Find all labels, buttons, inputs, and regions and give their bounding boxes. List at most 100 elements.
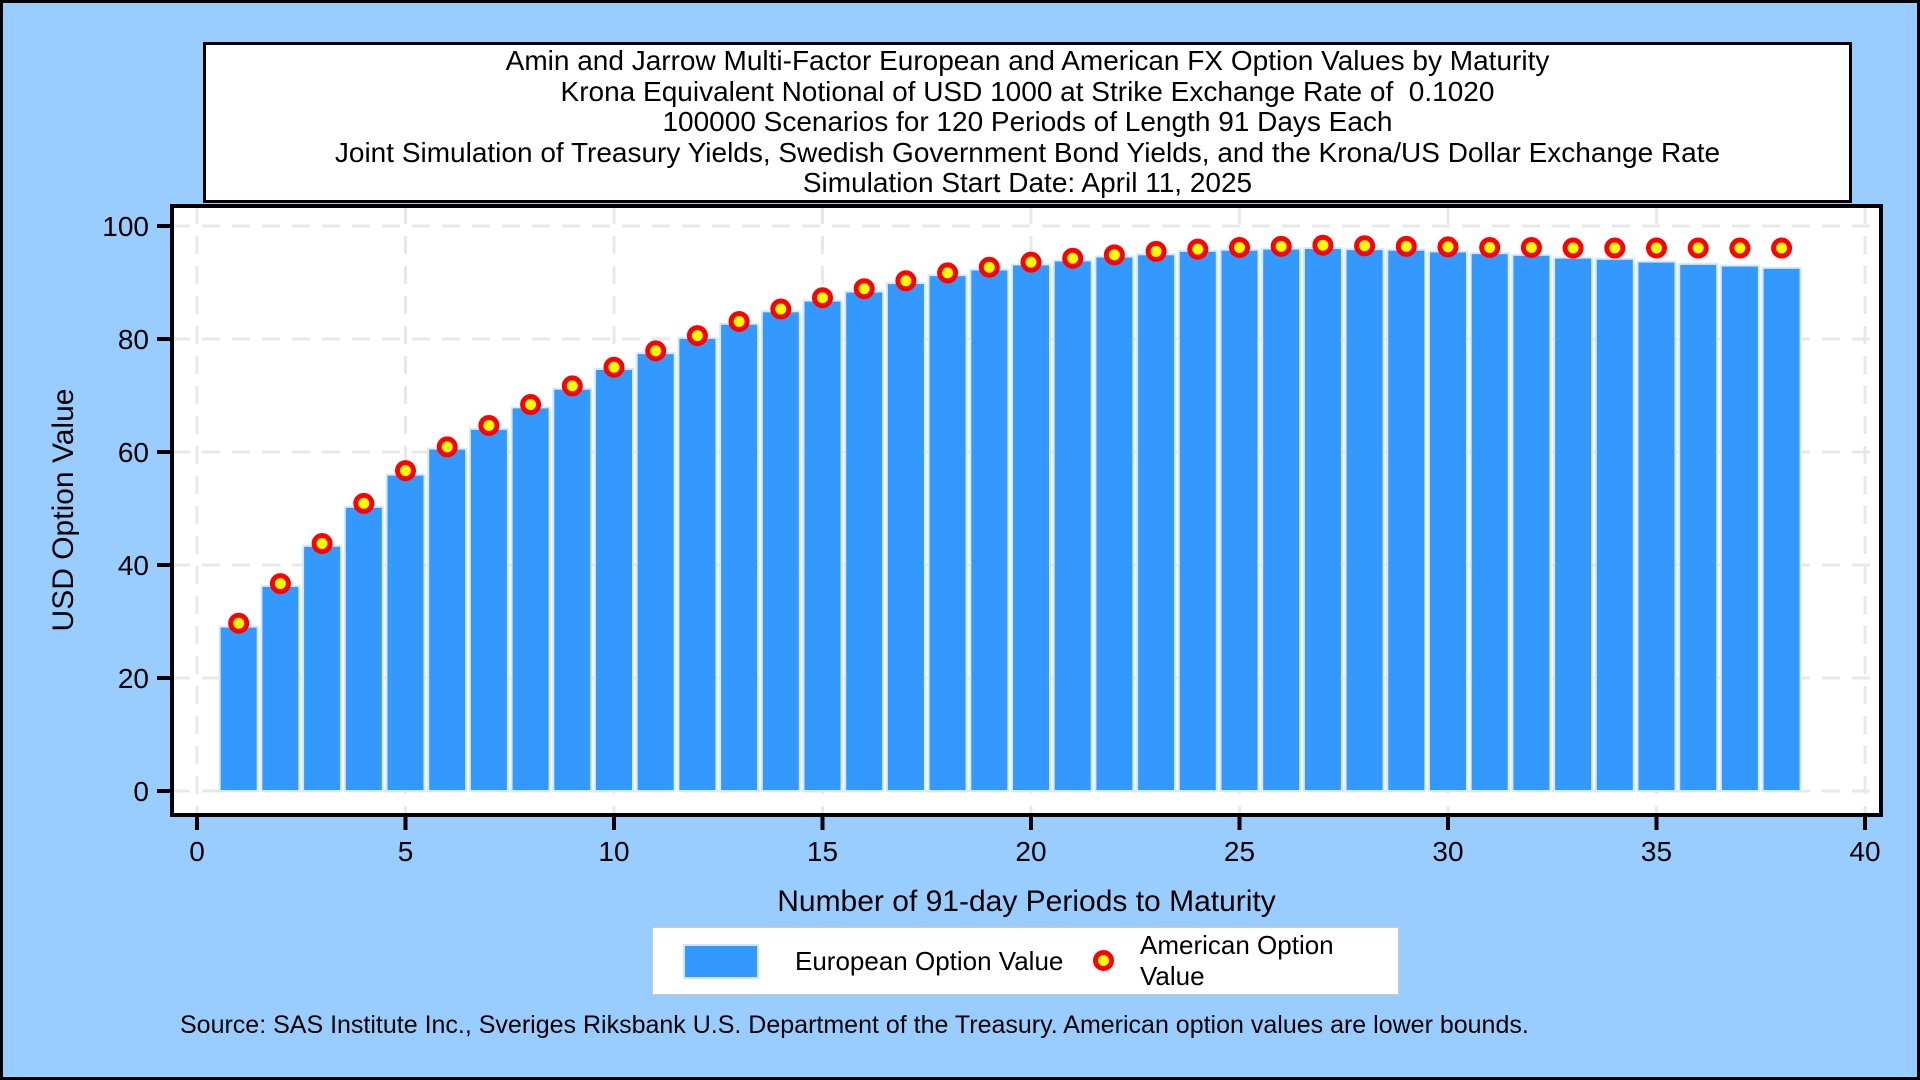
european-bar-period-10 [594,367,634,792]
european-bar-period-2 [260,584,301,793]
american-marker-period-36 [1687,237,1709,259]
american-marker-period-9 [561,375,583,397]
american-marker-period-27 [1312,234,1334,256]
american-marker-period-1 [228,612,250,634]
european-bar-period-21 [1052,259,1093,792]
american-marker-period-12 [686,325,708,347]
european-bar-period-3 [302,544,343,792]
xtick-label-10: 10 [598,836,629,867]
european-bar-period-30 [1428,250,1468,793]
american-marker-period-15 [812,287,833,309]
y-axis-label: USD Option Value [47,389,80,632]
european-bar-period-22 [1094,255,1135,792]
american-marker-period-25 [1229,236,1250,258]
european-bar-period-9 [552,387,593,792]
american-marker-period-26 [1270,235,1292,257]
european-bar-period-32 [1511,253,1552,792]
european-bar-period-38 [1761,266,1802,792]
european-bar-period-5 [385,473,426,792]
european-bar-period-7 [468,427,509,792]
american-marker-period-30 [1437,236,1459,258]
american-marker-period-35 [1646,237,1667,259]
european-bar-period-4 [343,505,384,792]
european-bar-period-1 [218,625,259,793]
title-line-4: Joint Simulation of Treasury Yields, Swe… [334,136,1721,168]
american-marker-period-37 [1729,237,1751,259]
american-marker-period-5 [395,460,416,482]
plot-frame [170,204,1883,817]
american-marker-period-3 [311,533,333,555]
american-marker-period-7 [478,414,500,436]
american-marker-period-11 [645,340,667,362]
xtick-label-35: 35 [1641,836,1672,867]
american-marker-period-13 [728,310,750,332]
source-note: Source: SAS Institute Inc., Sveriges Rik… [180,1011,1529,1039]
american-marker-period-33 [1562,237,1584,259]
european-bar-period-34 [1594,257,1635,792]
title-line-2: Krona Equivalent Notional of USD 1000 at… [560,75,1495,107]
european-bar-period-19 [969,268,1010,792]
american-marker-period-29 [1395,235,1417,257]
title-line-5: Simulation Start Date: April 11, 2025 [802,167,1253,199]
american-marker-period-16 [853,278,875,300]
ytick-label-80: 80 [118,324,149,355]
european-bar-period-37 [1719,264,1760,792]
xtick-label-5: 5 [398,836,414,867]
european-bar-period-11 [635,352,676,792]
xtick-label-20: 20 [1015,836,1046,867]
european-bar-period-13 [719,322,760,792]
american-marker-period-17 [895,270,917,292]
american-marker-period-20 [1020,251,1042,273]
european-bar-period-29 [1386,248,1427,793]
european-bar-period-17 [885,282,926,792]
title-line-3: 100000 Scenarios for 120 Periods of Leng… [662,106,1393,138]
european-bar-period-6 [427,447,468,792]
european-bar-period-15 [802,299,843,792]
xtick-label-30: 30 [1432,836,1463,867]
american-marker-period-18 [937,262,959,284]
american-marker-period-31 [1479,236,1501,258]
european-bar-period-8 [510,406,551,792]
european-bar-period-14 [760,310,801,792]
american-marker-period-2 [269,573,291,595]
ytick-label-100: 100 [102,211,149,242]
chart-title-box: Amin and Jarrow Multi-Factor European an… [203,42,1852,203]
american-marker-period-6 [436,436,458,458]
title-line-1: Amin and Jarrow Multi-Factor European an… [505,45,1550,77]
american-marker-period-32 [1520,236,1542,258]
legend-label-european: European Option Value [795,945,1064,976]
european-bar-period-24 [1177,249,1218,793]
ytick-label-40: 40 [118,550,149,581]
european-bar-period-31 [1469,252,1510,792]
american-marker-period-34 [1604,237,1626,259]
legend-circle-marker-icon [1093,950,1114,971]
european-bar-period-26 [1261,247,1302,793]
european-bar-period-25 [1219,248,1260,793]
legend-bar-swatch [683,944,759,979]
ytick-label-20: 20 [118,663,149,694]
european-bar-period-36 [1678,262,1719,793]
european-bar-period-27 [1302,247,1343,793]
european-bar-period-12 [677,336,718,792]
american-marker-period-8 [520,394,542,416]
legend-label-american: American Option Value [1140,930,1334,991]
x-axis-label: Number of 91-day Periods to Maturity [777,885,1276,918]
european-bar-period-35 [1636,260,1677,793]
european-bar-period-23 [1136,253,1177,792]
xtick-label-0: 0 [189,836,205,867]
american-marker-period-14 [770,298,792,320]
european-bar-period-16 [844,290,885,792]
option-value-chart: 0 20 40 60 80 100 0 5 10 15 20 25 30 35 40 Number of 91… [47,204,1883,918]
american-marker-period-23 [1145,240,1167,262]
ytick-label-0: 0 [133,776,149,807]
european-bar-period-28 [1344,248,1385,793]
american-marker-period-22 [1103,244,1125,266]
xtick-label-25: 25 [1224,836,1255,867]
american-marker-period-10 [603,356,625,378]
american-marker-period-28 [1354,235,1376,257]
ytick-label-60: 60 [118,437,149,468]
european-bar-period-33 [1553,256,1594,792]
xtick-label-15: 15 [807,836,838,867]
european-bar-period-18 [927,274,968,792]
